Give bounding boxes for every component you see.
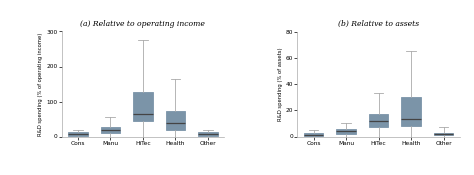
PathPatch shape xyxy=(401,97,421,126)
Title: (a) Relative to operating income: (a) Relative to operating income xyxy=(81,20,205,28)
PathPatch shape xyxy=(100,127,120,133)
Y-axis label: R&D spending (% of assets): R&D spending (% of assets) xyxy=(278,47,283,121)
PathPatch shape xyxy=(165,111,185,130)
PathPatch shape xyxy=(198,132,218,136)
PathPatch shape xyxy=(68,132,88,136)
PathPatch shape xyxy=(369,114,388,127)
PathPatch shape xyxy=(304,133,323,136)
Y-axis label: R&D spending (% of operating income): R&D spending (% of operating income) xyxy=(38,32,44,136)
PathPatch shape xyxy=(336,129,356,134)
Title: (b) Relative to assets: (b) Relative to assets xyxy=(338,20,419,28)
PathPatch shape xyxy=(434,133,453,135)
PathPatch shape xyxy=(133,92,153,121)
